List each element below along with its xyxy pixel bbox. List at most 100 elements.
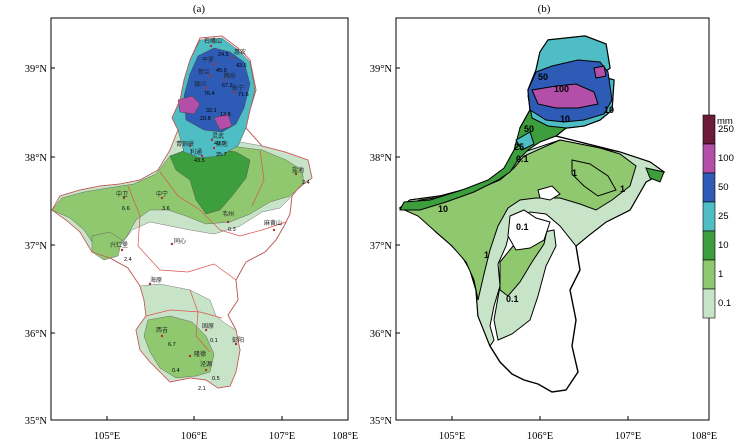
station-name: 兴仁堡 xyxy=(110,241,128,249)
station-marker: 韦州 0.3 xyxy=(222,210,236,233)
station-marker: 盐池 2.4 xyxy=(292,166,310,186)
station-marker: 陶乐 67.3 xyxy=(222,72,236,89)
station-name: 永宁 xyxy=(232,84,244,92)
station-marker: 中卫 6.6 xyxy=(116,190,130,212)
panel-b-fill-100-b xyxy=(593,65,607,79)
panel-b-lon-tick: 105°E xyxy=(439,431,465,442)
extra-value: 32.1 xyxy=(206,108,217,114)
station-marker: 彭阳 xyxy=(232,336,244,346)
panel-a-lon-tick: 107°E xyxy=(269,431,295,442)
legend-level-label: 25 xyxy=(718,211,729,222)
panel-a-lat-tick: 37°N xyxy=(25,241,48,252)
station-value: 67.3 xyxy=(222,83,233,89)
extra-value: 24.5 xyxy=(218,52,229,58)
panel-a-lat-tick: 39°N xyxy=(25,64,48,75)
panel-b-lat-tick: 38°N xyxy=(370,153,393,164)
panel-a-title: (a) xyxy=(193,3,206,15)
extra-value: 13.8 xyxy=(220,112,231,118)
panel-a-lat-tick: 38°N xyxy=(25,153,48,164)
station-name: 陶乐 xyxy=(224,72,236,80)
station-value: 0.1 xyxy=(210,338,218,344)
station-value: 35.7 xyxy=(216,152,227,158)
panel-b-lon-axis: 105°E 106°E 107°E 108°E xyxy=(439,416,717,442)
station-name: 彭阳 xyxy=(232,336,244,344)
station-value: 43.5 xyxy=(236,63,247,69)
legend-swatch xyxy=(702,201,716,232)
legend-swatch xyxy=(702,259,716,290)
station-marker: 麻黄山 xyxy=(264,219,282,232)
panel-b-lon-tick: 107°E xyxy=(615,431,641,442)
station-value: 2.4 xyxy=(302,180,310,186)
panel-a-lat-tick: 36°N xyxy=(25,329,48,340)
panel-b-hole xyxy=(537,185,561,201)
legend-level-label: 100 xyxy=(718,153,734,164)
station-name: 青铜峡 xyxy=(176,140,194,148)
station-name: 西吉 xyxy=(156,327,168,334)
panel-a-fill-100-b xyxy=(213,113,233,131)
station-name: 盐池 xyxy=(292,166,304,174)
legend-swatches xyxy=(702,114,716,319)
station-value: 76.4 xyxy=(204,91,215,97)
station-marker: 兴仁堡 2.4 xyxy=(110,241,132,263)
panel-b-lat-tick: 37°N xyxy=(370,241,393,252)
panel-b-fill-25-b xyxy=(515,131,535,151)
station-marker: 贺兰 xyxy=(198,68,212,78)
panel-b-simulated-map: (b) 50 100 10 50 10 25 xyxy=(370,3,717,442)
station-value: 6.7 xyxy=(168,342,176,348)
panel-a-province-borders xyxy=(51,35,313,389)
panel-a-lon-axis: 105°E 106°E 107°E 108°E xyxy=(94,416,358,442)
legend-swatch xyxy=(702,114,716,145)
station-name: 灵武 xyxy=(212,132,224,140)
station-marker: 吴忠 35.7 xyxy=(212,140,228,158)
legend-level-label: 0.1 xyxy=(718,298,731,309)
contour-label: 25 xyxy=(514,142,524,152)
station-name: 石嘴山 xyxy=(204,37,222,45)
panel-b-title: (b) xyxy=(538,3,551,15)
panel-a-fill-50 xyxy=(183,47,251,133)
extra-value: 45.9 xyxy=(216,68,227,74)
station-value: 43.5 xyxy=(194,158,205,164)
panel-a-lon-tick: 106°E xyxy=(181,431,207,442)
station-name: 海原 xyxy=(150,276,162,284)
station-name: 贺兰 xyxy=(198,68,210,76)
panel-b-contour-labels: 50 100 10 50 10 25 0.1 1 1 10 0.1 1 0.1 xyxy=(438,72,625,304)
station-value: 71.6 xyxy=(238,92,249,98)
station-value: 0.3 xyxy=(228,227,236,233)
station-marker: 海原 xyxy=(148,276,162,286)
station-name: 平罗 xyxy=(202,57,214,64)
contour-label: 0.1 xyxy=(516,222,529,232)
panel-b-fill-10-east xyxy=(645,167,665,183)
station-marker: 西吉 xyxy=(156,327,168,338)
contour-label: 1 xyxy=(484,250,489,260)
station-name: 麻黄山 xyxy=(264,219,282,227)
station-marker: 银川 76.4 xyxy=(194,80,215,97)
station-value: 6.6 xyxy=(122,206,130,212)
station-marker: 隆德 6.7 xyxy=(168,342,206,358)
legend-swatch xyxy=(702,288,716,319)
station-name: 惠农 xyxy=(234,48,246,56)
station-name: 韦州 xyxy=(222,210,234,218)
station-name: 泾源 xyxy=(200,360,212,368)
panel-b-lat-tick: 35°N xyxy=(370,416,393,427)
panel-b-fill-100 xyxy=(531,83,599,109)
station-marker: 中宁 3.6 xyxy=(156,190,170,212)
extra-value: 2.1 xyxy=(198,386,206,392)
contour-label: 1 xyxy=(572,168,577,178)
panel-a-fill-100 xyxy=(177,95,201,115)
contour-label: 10 xyxy=(604,105,614,115)
station-marker: 利通 43.5 xyxy=(190,148,205,164)
panel-b-hole-2 xyxy=(507,209,551,251)
contour-label: 10 xyxy=(438,204,448,214)
panel-b-fill-1-b xyxy=(571,159,617,197)
station-value: 3.6 xyxy=(162,206,170,212)
station-name: 利通 xyxy=(190,148,202,156)
panel-a-observed-map: (a) 39°N 38°N xyxy=(25,3,358,442)
extra-value: 0.4 xyxy=(172,368,180,374)
panel-b-lat-axis: 39°N 38°N 37°N 36°N 35°N xyxy=(370,64,400,427)
station-name: 固原 xyxy=(202,323,214,330)
station-marker: 青铜峡 xyxy=(176,140,194,148)
contour-label: 50 xyxy=(538,72,548,82)
station-marker: 泾源 0.5 xyxy=(200,360,220,382)
